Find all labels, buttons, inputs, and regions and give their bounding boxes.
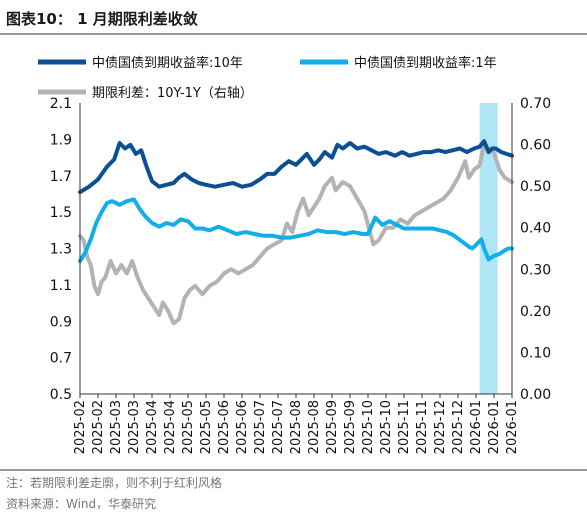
x-tick-label: 2025-08 [307, 400, 322, 454]
y-left-tick-label: 1.3 [50, 242, 72, 258]
x-tick-label: 2025-11 [397, 400, 412, 454]
x-tick-label: 2025-07 [271, 400, 286, 454]
series-line-bond1y [78, 197, 514, 264]
y-left-tick-label: 0.9 [50, 314, 72, 330]
y-right-tick-label: 0.70 [520, 96, 551, 112]
figure-title: 图表10： 1 月期限利差收敛 [6, 10, 198, 28]
series-line-spread [78, 142, 514, 326]
y-right-tick-label: 0.60 [520, 138, 551, 154]
x-tick-label: 2025-05 [181, 400, 196, 454]
y-right-tick-label: 0.10 [520, 345, 551, 361]
y-left-tick-label: 0.5 [50, 387, 72, 403]
series-layer [78, 139, 514, 326]
x-tick-label: 2025-11 [415, 400, 430, 454]
x-tick-label: 2025-06 [235, 400, 250, 454]
x-tick-label: 2025-02 [73, 400, 88, 454]
x-tick-label: 2025-03 [127, 400, 142, 454]
y-left-tick-label: 1.5 [50, 205, 72, 221]
y-right-tick-label: 0.00 [520, 387, 551, 403]
x-tick-label: 2025-06 [217, 400, 232, 454]
y-left-tick-label: 1.1 [50, 278, 72, 294]
x-tick-label: 2025-04 [163, 400, 178, 454]
x-tick-label: 2025-02 [91, 400, 106, 454]
x-tick-label: 2025-04 [145, 400, 160, 454]
x-tick-label: 2025-12 [433, 400, 448, 454]
highlight-band [479, 103, 498, 394]
x-tick-label: 2026-01 [487, 400, 502, 454]
series-line-bond10y [78, 139, 514, 195]
x-tick-label: 2026-01 [469, 400, 484, 454]
y-left-tick-label: 1.9 [50, 132, 72, 148]
figure-note: 注：若期限利差走廓，则不利于红利风格 [6, 475, 222, 490]
axes-layer: 2.1 1.9 1.7 1.5 1.3 1.1 0.9 0.7 0.5 0.70 0.60 0.50 0… [50, 96, 551, 454]
x-tick-label: 2025-10 [379, 400, 394, 454]
y-right-tick-label: 0.30 [520, 262, 551, 278]
legend-label-10y: 中债国债到期收益率:10年 [92, 55, 243, 71]
x-tick-label: 2026-01 [505, 400, 520, 454]
y-right-tick-label: 0.50 [520, 179, 551, 195]
y-left-tick-label: 2.1 [50, 96, 72, 112]
y-right-tick-label: 0.40 [520, 221, 551, 237]
x-tick-label: 2025-09 [325, 400, 340, 454]
x-tick-label: 2025-09 [343, 400, 358, 454]
x-tick-label: 2025-12 [451, 400, 466, 454]
chart-legend: 中债国债到期收益率:10年 中债国债到期收益率:1年 期限利差：10Y-1Y（右… [38, 55, 497, 101]
x-tick-label: 2025-10 [361, 400, 376, 454]
y-right-tick-label: 0.20 [520, 304, 551, 320]
x-tick-label: 2025-03 [109, 400, 124, 454]
legend-label-1y: 中债国债到期收益率:1年 [354, 55, 497, 71]
x-tick-label: 2025-05 [199, 400, 214, 454]
x-tick-label: 2025-07 [253, 400, 268, 454]
y-left-tick-label: 1.7 [50, 169, 72, 185]
x-tick-label: 2025-08 [289, 400, 304, 454]
figure-source: 资料来源：Wind，华泰研究 [6, 496, 156, 511]
y-left-tick-label: 0.7 [50, 351, 72, 367]
legend-label-spread: 期限利差：10Y-1Y（右轴） [92, 86, 253, 101]
